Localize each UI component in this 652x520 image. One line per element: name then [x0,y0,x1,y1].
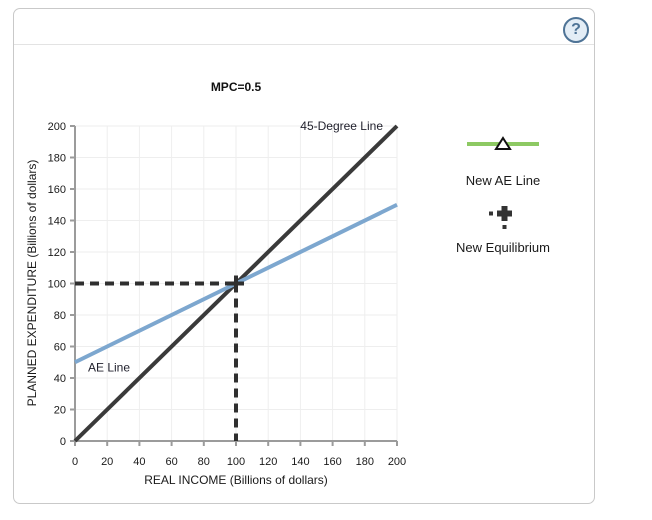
y-tick-label: 100 [48,279,66,291]
y-tick-label: 200 [48,121,66,133]
x-axis-title: REAL INCOME (Billions of dollars) [144,473,328,487]
x-tick-label: 120 [259,456,277,468]
x-tick-label: 60 [165,456,177,468]
y-tick-label: 120 [48,247,66,259]
y-tick-label: 60 [54,342,66,354]
x-tick-label: 180 [356,456,374,468]
new-equilibrium-icon[interactable] [489,201,519,231]
x-tick-label: 140 [291,456,309,468]
y-tick-label: 80 [54,310,66,322]
y-tick-label: 140 [48,216,66,228]
help-button[interactable]: ? [563,17,589,43]
y-tick-label: 160 [48,184,66,196]
ae-chart[interactable]: 0 20 40 60 80 100 120 140 160 180 200 0 20 40 60 80 100 1… [14,9,596,505]
legend: New AE Line New Equilibrium [423,128,583,273]
y-tick-label: 0 [60,436,66,448]
new-equilibrium-label: New Equilibrium [456,240,550,255]
annotation-ae-line: AE Line [88,360,130,374]
annotation-45-degree-line: 45-Degree Line [300,119,383,133]
x-tick-label: 0 [72,456,78,468]
help-question-glyph: ? [571,21,581,38]
x-tick-label: 80 [198,456,210,468]
y-axis-title: PLANNED EXPENDITURE (Billions of dollars… [25,160,39,407]
y-tick-label: 40 [54,373,66,385]
dashed-cross-glyph [489,206,512,229]
applet-card: ? 0 20 40 60 80 100 120 140 160 180 200 0 20 40 60 80 10… [13,8,595,504]
triangle-marker-glyph [494,136,512,150]
chart-title: MPC=0.5 [211,80,262,94]
x-tick-label: 100 [227,456,245,468]
x-tick-label: 200 [388,456,406,468]
new-ae-line-icon[interactable] [465,136,541,152]
new-ae-line-label: New AE Line [465,173,541,188]
x-tick-label: 20 [101,456,113,468]
card-header: ? [14,9,594,45]
x-tick-label: 160 [323,456,341,468]
y-tick-label: 180 [48,153,66,165]
x-tick-label: 40 [133,456,145,468]
y-tick-label: 20 [54,405,66,417]
plot-area[interactable] [75,126,397,441]
